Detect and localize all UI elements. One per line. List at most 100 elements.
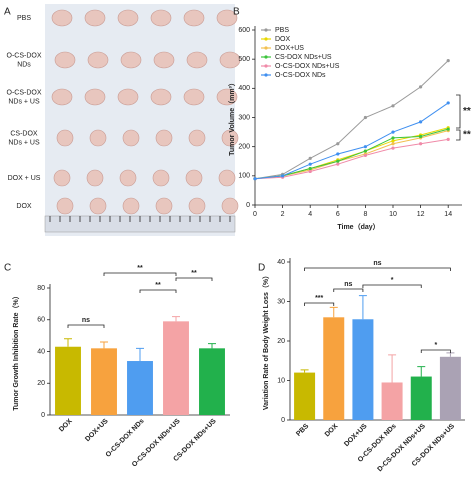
point (446, 59, 450, 63)
panel-label: D (258, 263, 265, 274)
y-tick-label: 10 (277, 377, 285, 384)
tumor (152, 169, 170, 187)
tumor (186, 51, 208, 69)
error-bar (64, 338, 72, 347)
bar (163, 321, 189, 415)
y-tick-label: 20 (277, 338, 285, 345)
y-tick-label: 300 (238, 114, 250, 121)
sig-label: ** (463, 130, 471, 141)
sig-bracket (333, 288, 364, 292)
sig-label: ns (82, 317, 90, 324)
tumor (119, 169, 137, 187)
point (336, 162, 340, 166)
panel-label: B (233, 7, 240, 18)
bar (439, 356, 461, 420)
bar (55, 346, 81, 415)
tumor (117, 9, 139, 27)
x-tick-label: O-CS-DOX NDs (105, 418, 146, 459)
x-tick-label: DOX+US (84, 418, 110, 444)
tumor (120, 51, 142, 69)
y-tick-label: 600 (238, 27, 250, 34)
tumor (56, 197, 74, 215)
y-tick-label: 500 (238, 56, 250, 63)
x-tick-label: PBS (295, 423, 310, 438)
series-line (254, 60, 449, 180)
error-bar (172, 316, 180, 322)
tumor (89, 129, 107, 147)
tumor (188, 129, 206, 147)
legend-marker (264, 46, 268, 50)
y-tick-label: 0 (41, 412, 45, 419)
y-tick-label: 0 (246, 202, 250, 209)
sig-bracket (67, 324, 105, 328)
x-tick-label: 14 (444, 211, 452, 218)
sig-label: ns (344, 281, 352, 288)
legend-label: DOX (275, 36, 291, 43)
y-tick-label: 30 (277, 298, 285, 305)
bar (127, 361, 153, 415)
tumor (155, 197, 173, 215)
point (391, 130, 395, 134)
sig-bracket (456, 129, 461, 141)
point (308, 162, 312, 166)
point (391, 139, 395, 143)
legend-label: PBS (275, 27, 289, 34)
y-tick-label: 0 (281, 417, 285, 424)
tumor (221, 197, 239, 215)
legend-marker (264, 28, 268, 32)
error-bar (208, 343, 216, 349)
sig-bracket (175, 277, 213, 281)
sig-label: * (434, 342, 437, 349)
x-tick-label: DOX (324, 423, 340, 439)
tumor (51, 88, 73, 106)
tumor (122, 197, 140, 215)
point (253, 177, 257, 181)
tumor (87, 51, 109, 69)
tumor (183, 9, 205, 27)
sig-label: ** (137, 265, 143, 272)
y-axis-label: Tumor Growth Inhibition Rate（%） (12, 292, 20, 410)
group-label: DOX (16, 203, 32, 210)
point (419, 134, 423, 139)
tumor (216, 88, 238, 106)
tumor (218, 169, 236, 187)
tumor (221, 129, 239, 147)
x-tick-label: 8 (363, 211, 367, 218)
tumor (219, 51, 241, 69)
point (363, 115, 367, 120)
sig-label: ** (463, 106, 471, 117)
bar (352, 319, 374, 420)
group-label: NDs + US (8, 98, 40, 105)
tumor (216, 9, 238, 27)
tumor (150, 88, 172, 106)
group-label: NDs + US (8, 139, 40, 146)
x-tick-label: DOX (58, 418, 74, 434)
y-tick-label: 60 (37, 317, 45, 324)
error-bar (417, 366, 426, 377)
legend-label: O-CS-DOX NDs (275, 72, 326, 79)
sig-label: ** (191, 270, 197, 277)
sig-bracket (304, 302, 335, 306)
group-label: DOX + US (8, 175, 41, 182)
sig-label: ** (155, 282, 161, 289)
point (391, 136, 395, 140)
point (308, 166, 312, 171)
photo-background (45, 4, 235, 236)
series-line (254, 102, 449, 180)
x-axis-label: Time（day） (337, 223, 379, 231)
x-tick-label: 6 (336, 211, 340, 218)
legend-label: O-CS-DOX NDs+US (275, 63, 340, 70)
series-line (254, 128, 449, 180)
x-tick-label: 10 (389, 211, 397, 218)
y-axis-label: Tumor Volume（mm³） (228, 79, 236, 156)
tumor (153, 51, 175, 69)
point (446, 127, 450, 131)
error-bar (100, 341, 108, 349)
x-tick-label: 12 (417, 211, 425, 218)
tumor (185, 169, 203, 187)
tumor (84, 88, 106, 106)
point (419, 120, 423, 124)
x-tick-label: 0 (253, 211, 257, 218)
x-tick-label: 2 (281, 211, 285, 218)
y-tick-label: 200 (238, 144, 250, 151)
